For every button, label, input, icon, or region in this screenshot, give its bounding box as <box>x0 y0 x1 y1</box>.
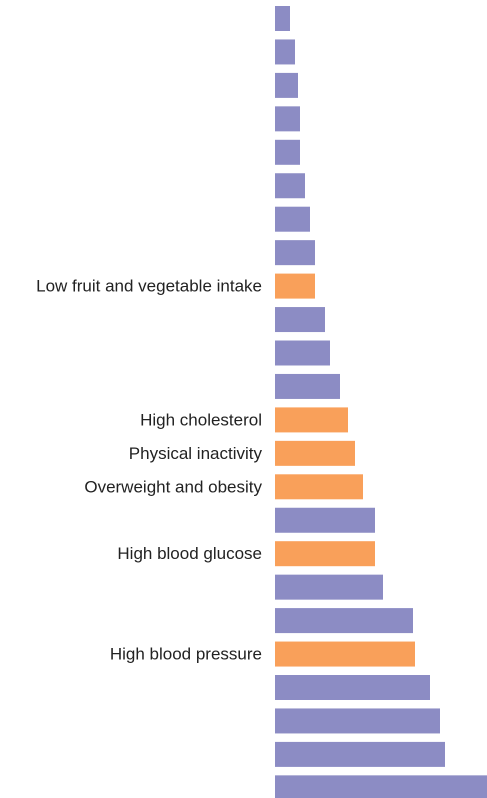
bar <box>275 407 348 433</box>
bar <box>275 708 440 734</box>
bar <box>275 641 415 667</box>
bar <box>275 775 487 798</box>
bar <box>275 373 340 399</box>
bar <box>275 173 305 199</box>
bar <box>275 139 300 165</box>
bar <box>275 741 445 767</box>
bar <box>275 574 383 600</box>
category-label: High blood pressure <box>110 645 262 664</box>
category-label: High blood glucose <box>117 544 262 563</box>
bar <box>275 340 330 366</box>
bar <box>275 507 375 533</box>
bar <box>275 206 310 232</box>
bar <box>275 440 355 466</box>
bar <box>275 6 290 31</box>
bar <box>275 39 295 65</box>
bar <box>275 675 430 700</box>
bar <box>275 608 413 634</box>
bar <box>275 541 375 567</box>
bar <box>275 72 298 98</box>
category-label: Physical inactivity <box>129 444 263 463</box>
category-label: Overweight and obesity <box>84 477 262 496</box>
bar <box>275 307 325 333</box>
bar <box>275 240 315 266</box>
bar <box>275 273 315 299</box>
bar <box>275 474 363 500</box>
category-label: Low fruit and vegetable intake <box>36 277 262 296</box>
category-label: High cholesterol <box>140 410 262 429</box>
bar <box>275 106 300 132</box>
